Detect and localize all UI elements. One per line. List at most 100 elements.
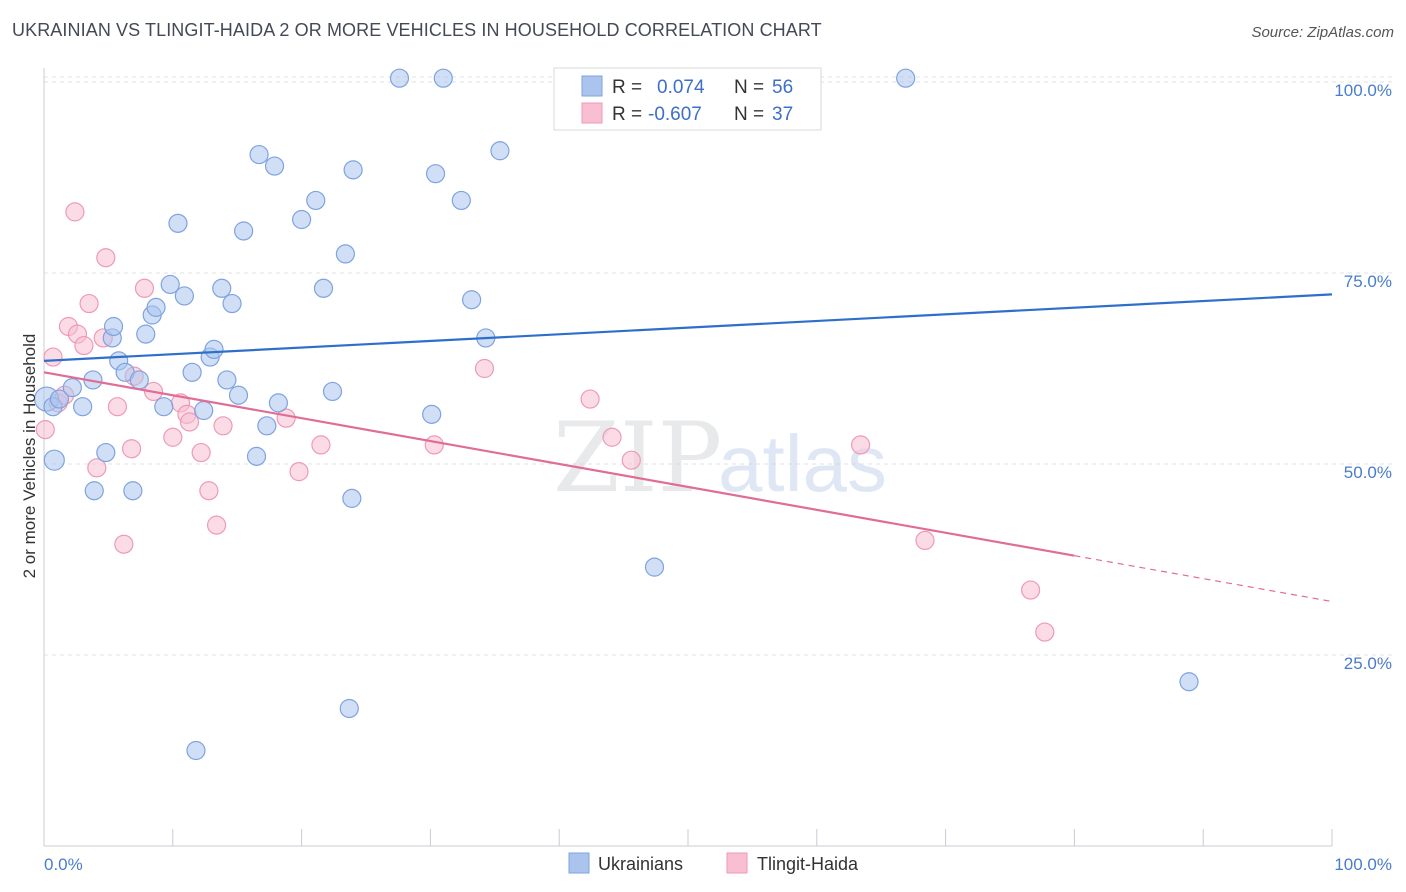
ukrainians-point [335,244,355,264]
tlingit-haida-point [74,335,94,356]
ukrainians-point [490,141,510,161]
legend-swatch-tlingit-haida [581,102,603,124]
legend-r-label-1: R = [612,77,642,98]
x-tick-marks [172,829,1333,846]
ukrainians-point [123,481,143,501]
ukrainians-point [49,389,70,409]
chart-source: Source: ZipAtlas.com [1251,24,1394,41]
ukrainians-point [160,274,180,295]
grid-lines [44,76,1392,656]
ukrainians-point [1179,672,1199,692]
y-tick-label: 100.0% [1334,81,1392,100]
ukrainians-point [182,362,202,382]
y-tick-label: 50.0% [1344,463,1392,482]
ukrainians-point [896,68,916,88]
ukrainians-point [306,190,326,211]
ukrainians-point [129,370,149,390]
tlingit-haida-point [850,435,871,455]
ukrainians-point [146,297,166,317]
tlingit-haida-point [65,202,85,222]
tlingit-haida-points [35,202,1055,642]
x-tick-label: 100.0% [1334,855,1392,874]
ukrainians-point [228,385,249,405]
bottom-legend-tlingit-haida: Tlingit-Haida [757,854,859,874]
tlingit-haida-point [163,427,183,447]
tlingit-haida-trend-line [43,371,1075,557]
ukrainians-point [73,397,93,417]
ukrainians-point [462,290,482,310]
ukrainians-point [154,397,174,417]
ukrainians-point [268,393,289,413]
bottom-legend-swatch-ukrainians [568,852,590,874]
correlation-legend: R = 0.074 N = 56 R = -0.607 N = 37 [553,67,822,131]
ukrainians-point [204,339,224,359]
legend-n-value-2: 37 [772,104,793,125]
legend-r-label-2: R = [612,104,642,125]
ukrainians-point [425,164,446,184]
legend-r-value-2: -0.607 [648,104,702,125]
legend-swatch-ukrainians [581,75,603,97]
bottom-legend-swatch-tlingit-haida [726,852,748,874]
ukrainians-point [222,293,242,314]
legend-r-value-1: 0.074 [657,77,705,98]
tlingit-haida-point [107,397,128,417]
ukrainians-point [168,213,188,233]
tlingit-haida-point [474,358,495,379]
ukrainians-point [342,488,362,508]
tlingit-haida-point [199,481,219,501]
ukrainians-point [217,370,237,390]
tlingit-haida-point [79,293,99,314]
ukrainians-point [62,378,82,398]
x-tick-label: 0.0% [44,855,83,874]
ukrainians-point [234,221,254,241]
tlingit-haida-point [121,439,142,459]
ukrainians-point [246,446,267,466]
tlingit-haida-point [179,412,200,432]
ukrainians-point [313,278,334,298]
trend-lines [43,293,1333,603]
ukrainians-point [96,442,116,463]
ukrainians-point [43,449,65,471]
y-tick-label: 75.0% [1344,272,1392,291]
ukrainians-point [422,404,442,424]
ukrainians-point [212,278,232,298]
ukrainians-point [194,400,214,421]
tlingit-haida-point [311,435,331,455]
ukrainians-point [322,381,343,402]
ukrainians-point [174,286,194,306]
ukrainians-point [186,740,206,761]
ukrainians-trend-line [43,293,1333,362]
y-tick-label: 25.0% [1344,654,1392,673]
tlingit-haida-point [206,515,227,535]
ukrainians-point [343,160,363,180]
tlingit-haida-point [602,427,622,447]
ukrainians-point [136,324,156,344]
legend-n-label-2: N = [734,104,764,125]
tlingit-haida-point [114,534,134,554]
ukrainians-point [389,68,410,88]
bottom-legend-ukrainians: Ukrainians [598,854,683,874]
ukrainians-point [84,481,104,501]
ukrainians-point [451,190,471,211]
ukrainians-point [339,698,359,719]
tlingit-haida-point [134,278,155,298]
tlingit-haida-point [87,458,107,478]
tlingit-haida-point [1021,580,1041,600]
tlingit-haida-point [213,416,233,436]
chart-title: UKRAINIAN VS TLINGIT-HAIDA 2 OR MORE VEH… [12,20,822,40]
legend-n-value-1: 56 [772,77,793,98]
ukrainians-point [644,557,665,577]
tlingit-haida-point [1035,622,1055,642]
tlingit-haida-point [289,462,309,482]
y-axis-label: 2 or more Vehicles in Household [20,334,39,579]
tlingit-haida-point [43,347,63,367]
tlingit-haida-point [35,420,55,440]
tlingit-haida-point [96,248,116,268]
ukrainians-point [264,156,285,176]
series-legend: Ukrainians Tlingit-Haida [568,852,859,874]
y-tick-labels: 25.0% 50.0% 75.0% 100.0% [1334,81,1392,673]
watermark-atlas: atlas [718,419,887,508]
ukrainians-point [433,68,453,88]
ukrainians-point [103,316,124,337]
